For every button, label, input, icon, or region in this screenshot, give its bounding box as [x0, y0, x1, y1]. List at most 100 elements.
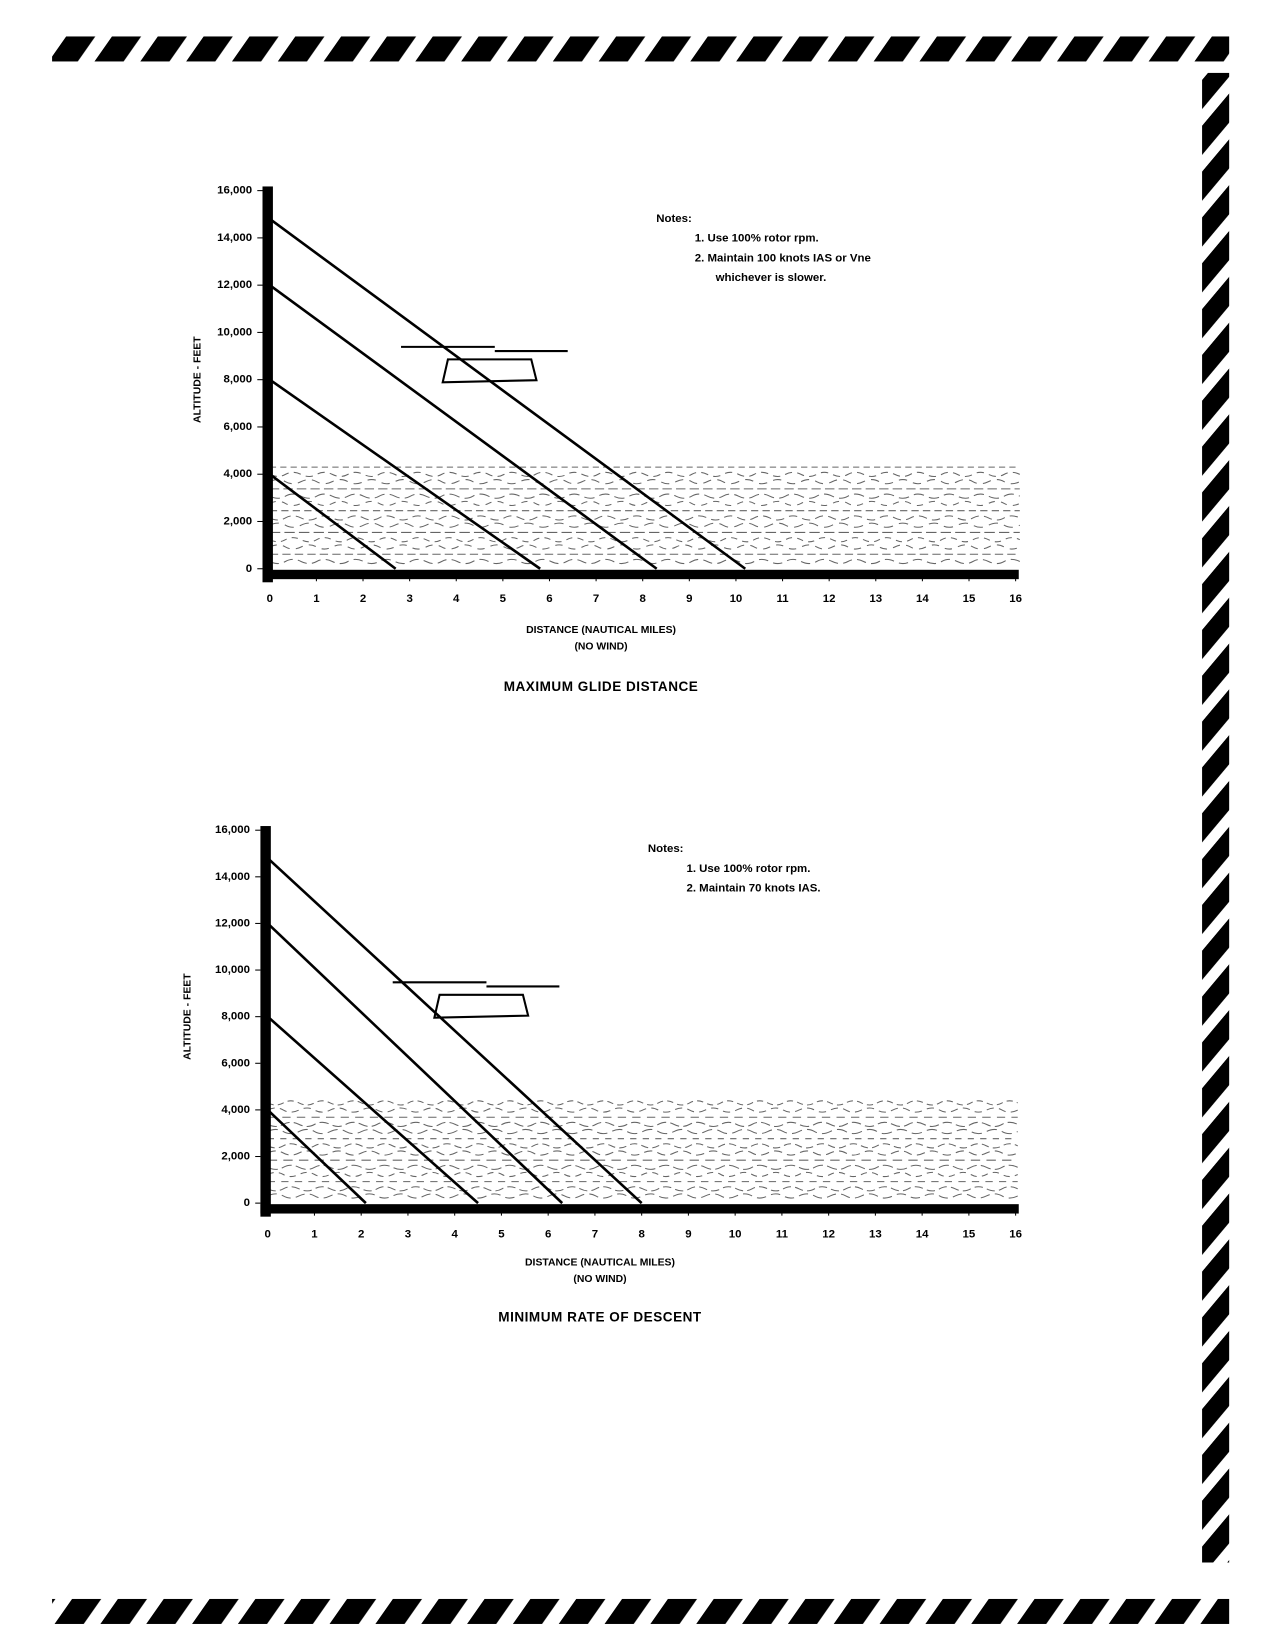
terrain-stroke [269, 515, 1021, 521]
x-tick-label: 14 [916, 593, 929, 605]
y-tick-label: 4,000 [223, 468, 252, 480]
y-axis [262, 186, 273, 583]
x-tick-label: 16 [1009, 593, 1022, 605]
x-axis-sublabel: (NO WIND) [574, 642, 627, 653]
x-axis-sublabel: (NO WIND) [573, 1274, 626, 1285]
note: 2. Maintain 100 knots IAS or Vne [695, 252, 871, 264]
note: whichever is slower. [715, 272, 827, 284]
y-axis [260, 826, 271, 1217]
x-tick-label: 2 [360, 593, 366, 605]
y-tick-label: 0 [244, 1197, 250, 1209]
y-tick-label: 14,000 [217, 232, 252, 244]
x-tick-label: 10 [729, 1228, 742, 1240]
y-tick-label: 0 [246, 563, 252, 575]
terrain-stroke [267, 1121, 1018, 1127]
terrain-stroke [269, 479, 1021, 485]
helicopter-illustration [401, 345, 568, 384]
x-tick-label: 9 [686, 593, 692, 605]
hazard-border-right [1202, 72, 1230, 1563]
glide-line [266, 857, 643, 1205]
x-tick-label: 0 [267, 593, 273, 605]
helicopter-body [441, 358, 538, 384]
terrain-stroke [269, 500, 1021, 507]
y-tick-label: 16,000 [215, 824, 250, 836]
chart-title: MAXIMUM GLIDE DISTANCE [504, 679, 699, 694]
helicopter-body [433, 993, 530, 1019]
x-tick-label: 6 [545, 1228, 551, 1240]
note: 1. Use 100% rotor rpm. [686, 863, 810, 875]
notes-title: Notes: [656, 213, 692, 225]
glide-line [266, 1015, 479, 1205]
y-tick-label: 2,000 [223, 516, 252, 528]
x-tick-label: 2 [358, 1228, 364, 1240]
terrain-stroke [267, 1186, 1018, 1192]
x-tick-label: 8 [640, 593, 647, 605]
terrain-stroke [269, 537, 1021, 543]
x-tick-label: 13 [869, 1228, 882, 1240]
notes-title: Notes: [648, 843, 684, 855]
x-tick-label: 8 [638, 1228, 645, 1240]
terrain-stroke [267, 1150, 1018, 1156]
y-tick-label: 8,000 [221, 1011, 250, 1023]
x-axis-label: DISTANCE (NAUTICAL MILES) [525, 1257, 675, 1268]
x-tick-label: 3 [406, 593, 412, 605]
y-axis-label: ALTITUDE - FEET [182, 973, 193, 1060]
glide-line [269, 378, 541, 570]
x-tick-label: 15 [963, 1228, 976, 1240]
x-tick-label: 11 [776, 1228, 789, 1240]
x-tick-label: 9 [685, 1228, 691, 1240]
terrain-stroke [267, 1128, 1018, 1135]
x-tick-label: 13 [869, 593, 882, 605]
y-tick-label: 12,000 [217, 279, 252, 291]
x-tick-label: 15 [963, 593, 976, 605]
terrain-stroke [267, 1171, 1018, 1178]
y-tick-label: 12,000 [215, 917, 250, 929]
terrain-stroke [267, 1193, 1018, 1199]
x-tick-label: 12 [822, 1228, 835, 1240]
y-tick-label: 8,000 [223, 374, 252, 386]
x-axis [260, 1204, 1019, 1214]
note: 1. Use 100% rotor rpm. [695, 233, 819, 245]
y-axis-label: ALTITUDE - FEET [193, 336, 204, 423]
x-tick-label: 1 [313, 593, 320, 605]
chart-title: MINIMUM RATE OF DESCENT [498, 1309, 702, 1324]
helicopter-illustration [392, 981, 560, 1019]
terrain [269, 466, 1021, 565]
x-tick-label: 7 [593, 593, 599, 605]
note: 2. Maintain 70 knots IAS. [686, 883, 820, 895]
glide-line [269, 217, 747, 570]
glide-line [269, 284, 658, 570]
y-tick-label: 16,000 [217, 185, 252, 197]
terrain-stroke [267, 1100, 1018, 1106]
terrain-stroke [267, 1164, 1018, 1170]
x-tick-label: 3 [405, 1228, 411, 1240]
hazard-border-top [52, 36, 1230, 62]
glide-line [266, 1108, 367, 1205]
terrain-stroke [269, 544, 1021, 550]
x-tick-label: 6 [546, 593, 552, 605]
x-tick-label: 16 [1009, 1228, 1022, 1240]
x-tick-label: 5 [498, 1228, 505, 1240]
y-tick-label: 6,000 [221, 1057, 250, 1069]
x-tick-label: 14 [916, 1228, 929, 1240]
terrain-stroke [269, 522, 1021, 528]
x-tick-label: 5 [500, 593, 507, 605]
terrain-stroke [267, 1143, 1018, 1149]
y-tick-label: 4,000 [221, 1104, 250, 1116]
glide-line [269, 473, 397, 570]
x-tick-label: 7 [592, 1228, 598, 1240]
y-tick-label: 6,000 [223, 421, 252, 433]
x-tick-label: 4 [453, 593, 460, 605]
terrain [267, 1100, 1018, 1199]
y-tick-label: 10,000 [215, 964, 250, 976]
x-tick-label: 4 [452, 1228, 459, 1240]
x-tick-label: 10 [730, 593, 743, 605]
terrain-stroke [269, 471, 1021, 477]
x-tick-label: 11 [777, 593, 790, 605]
x-axis [262, 569, 1019, 580]
x-tick-label: 0 [265, 1228, 271, 1240]
glide-line [266, 922, 564, 1205]
x-tick-label: 12 [823, 593, 836, 605]
